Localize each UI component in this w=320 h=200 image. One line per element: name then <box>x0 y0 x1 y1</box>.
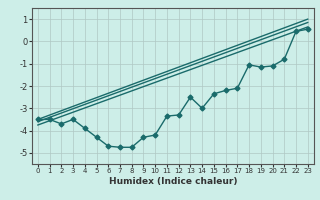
X-axis label: Humidex (Indice chaleur): Humidex (Indice chaleur) <box>108 177 237 186</box>
